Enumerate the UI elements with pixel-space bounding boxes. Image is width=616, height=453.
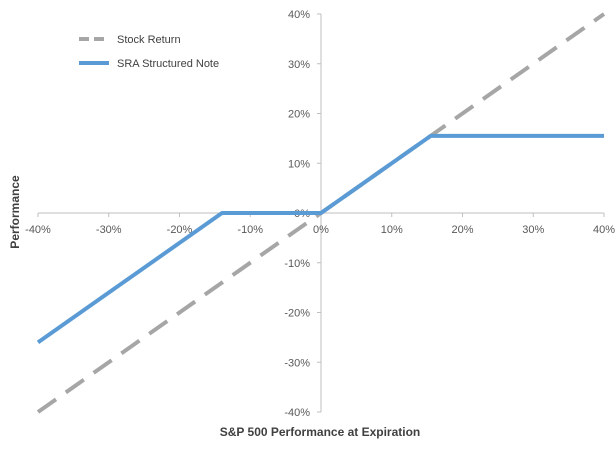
x-tick-label: 40% bbox=[593, 224, 615, 236]
y-axis-title: Performance bbox=[8, 175, 22, 249]
legend: Stock Return SRA Structured Note bbox=[79, 34, 219, 70]
x-tick-label: -10% bbox=[237, 224, 263, 236]
y-tick-label: 20% bbox=[288, 109, 310, 121]
x-tick-label: -40% bbox=[25, 224, 51, 236]
x-tick-label: -30% bbox=[96, 224, 122, 236]
y-tick-label: 10% bbox=[288, 158, 310, 170]
x-tick-label: -20% bbox=[167, 224, 193, 236]
y-tick-label: -30% bbox=[284, 357, 310, 369]
legend-label: SRA Structured Note bbox=[117, 58, 219, 70]
series-layer bbox=[36, 12, 606, 414]
x-axis-title: S&P 500 Performance at Expiration bbox=[220, 425, 421, 439]
y-tick-label: -10% bbox=[284, 258, 310, 270]
y-tick-label: -40% bbox=[284, 407, 310, 419]
x-tick-label: 0% bbox=[313, 224, 329, 236]
y-tick-label: -20% bbox=[284, 308, 310, 320]
x-tick-label: 10% bbox=[381, 224, 403, 236]
structured-note-line bbox=[36, 133, 604, 345]
y-tick-label: 30% bbox=[288, 59, 310, 71]
x-tick-label: 20% bbox=[451, 224, 473, 236]
y-tick-label: 40% bbox=[288, 9, 310, 21]
x-tick-labels: -40% -30% -20% -10% 0% 10% 20% 30% 40% bbox=[25, 224, 615, 236]
x-tick-label: 30% bbox=[522, 224, 544, 236]
legend-label: Stock Return bbox=[117, 34, 181, 46]
